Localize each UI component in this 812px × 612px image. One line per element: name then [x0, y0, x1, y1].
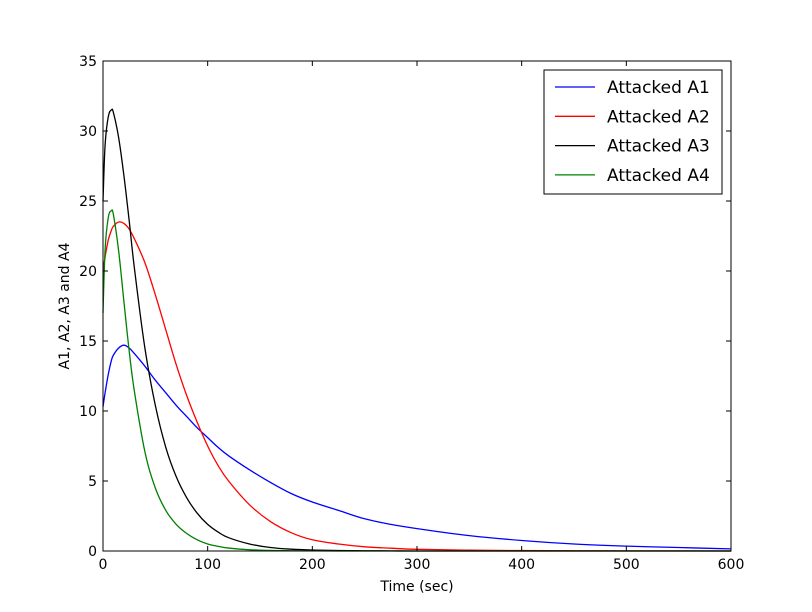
x-tick-label: 600	[718, 557, 745, 573]
ticks-layer: 0 100 200 300 400 500 600 0 5 10 15 20 25 30 35	[79, 54, 744, 573]
y-tick-label: 0	[88, 544, 97, 560]
legend-label: Attacked A2	[607, 107, 710, 127]
legend-box	[543, 69, 723, 195]
y-tick-label: 10	[79, 404, 97, 420]
x-tick-label: 200	[299, 557, 326, 573]
legend: Attacked A1 Attacked A2 Attacked A3 Attacke…	[543, 69, 723, 195]
y-tick-label: 35	[79, 54, 97, 70]
x-tick-label: 500	[613, 557, 640, 573]
x-tick-label: 100	[194, 557, 221, 573]
x-tick-label: 400	[508, 557, 535, 573]
legend-label: Attacked A3	[607, 137, 710, 157]
series-line-4	[102, 209, 731, 552]
y-tick-label: 5	[88, 474, 97, 490]
y-tick-label: 25	[79, 194, 97, 210]
legend-label: Attacked A1	[607, 78, 710, 98]
y-tick-label: 20	[79, 264, 97, 280]
x-axis-title: Time (sec)	[379, 579, 453, 595]
x-tick-label: 300	[404, 557, 431, 573]
series-line-1	[102, 344, 732, 550]
y-tick-label: 15	[79, 334, 97, 350]
legend-label: Attacked A4	[607, 166, 710, 186]
y-tick-label: 30	[79, 124, 97, 140]
x-tick-label: 0	[99, 557, 108, 573]
y-axis-title: A1, A2, A3 and A4	[57, 242, 73, 369]
series-line-2	[102, 221, 732, 552]
